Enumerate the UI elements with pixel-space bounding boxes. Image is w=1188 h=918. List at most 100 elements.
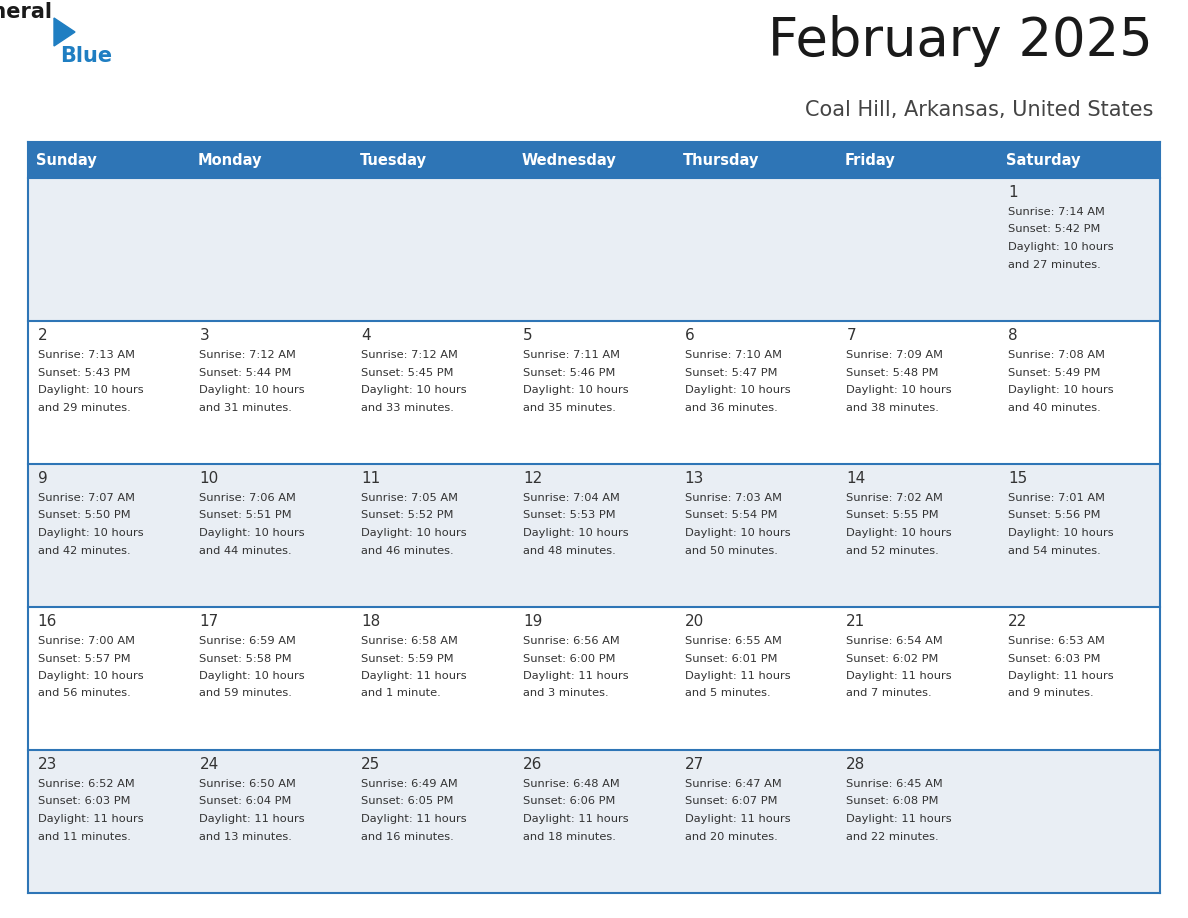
Text: Sunrise: 7:02 AM: Sunrise: 7:02 AM	[846, 493, 943, 503]
Text: and 36 minutes.: and 36 minutes.	[684, 402, 777, 412]
Text: Daylight: 11 hours: Daylight: 11 hours	[523, 671, 628, 681]
Bar	[836, 607, 998, 750]
Bar	[190, 178, 352, 321]
Text: and 9 minutes.: and 9 minutes.	[1007, 688, 1094, 699]
Text: and 33 minutes.: and 33 minutes.	[361, 402, 454, 412]
Bar	[998, 750, 1159, 893]
Text: 9: 9	[38, 471, 48, 486]
Text: Sunrise: 7:01 AM: Sunrise: 7:01 AM	[1007, 493, 1105, 503]
Text: and 29 minutes.: and 29 minutes.	[38, 402, 131, 412]
Text: 2: 2	[38, 328, 48, 343]
Text: 14: 14	[846, 471, 866, 486]
Text: Sunday: Sunday	[36, 152, 97, 167]
Text: Daylight: 10 hours: Daylight: 10 hours	[38, 528, 144, 538]
Bar	[190, 321, 352, 464]
Text: Daylight: 10 hours: Daylight: 10 hours	[200, 528, 305, 538]
Text: 19: 19	[523, 614, 542, 629]
Bar	[998, 321, 1159, 464]
Bar	[513, 750, 675, 893]
Text: Monday: Monday	[197, 152, 263, 167]
Bar	[836, 750, 998, 893]
Text: Sunrise: 6:49 AM: Sunrise: 6:49 AM	[361, 779, 457, 789]
Text: 5: 5	[523, 328, 532, 343]
Text: Daylight: 10 hours: Daylight: 10 hours	[523, 385, 628, 395]
Bar	[190, 607, 352, 750]
Text: Wednesday: Wednesday	[522, 152, 617, 167]
Bar	[29, 178, 190, 321]
Text: Sunrise: 7:14 AM: Sunrise: 7:14 AM	[1007, 207, 1105, 217]
Bar	[836, 321, 998, 464]
Text: 16: 16	[38, 614, 57, 629]
Text: and 56 minutes.: and 56 minutes.	[38, 688, 131, 699]
Text: Sunrise: 7:00 AM: Sunrise: 7:00 AM	[38, 636, 134, 646]
Text: and 7 minutes.: and 7 minutes.	[846, 688, 931, 699]
Text: Daylight: 10 hours: Daylight: 10 hours	[1007, 242, 1113, 252]
Text: 11: 11	[361, 471, 380, 486]
Text: Sunset: 6:08 PM: Sunset: 6:08 PM	[846, 797, 939, 807]
Bar	[190, 142, 352, 178]
Text: Sunrise: 6:48 AM: Sunrise: 6:48 AM	[523, 779, 620, 789]
Text: and 35 minutes.: and 35 minutes.	[523, 402, 615, 412]
Bar	[675, 750, 836, 893]
Bar	[836, 178, 998, 321]
Text: 12: 12	[523, 471, 542, 486]
Bar	[352, 464, 513, 607]
Text: and 44 minutes.: and 44 minutes.	[200, 545, 292, 555]
Text: and 46 minutes.: and 46 minutes.	[361, 545, 454, 555]
Text: 13: 13	[684, 471, 704, 486]
Bar	[352, 321, 513, 464]
Text: 25: 25	[361, 757, 380, 772]
Bar	[352, 142, 513, 178]
Text: Sunrise: 7:09 AM: Sunrise: 7:09 AM	[846, 350, 943, 360]
Text: and 48 minutes.: and 48 minutes.	[523, 545, 615, 555]
Text: 20: 20	[684, 614, 703, 629]
Text: Sunset: 6:03 PM: Sunset: 6:03 PM	[1007, 654, 1100, 664]
Text: Sunrise: 7:12 AM: Sunrise: 7:12 AM	[200, 350, 296, 360]
Bar	[352, 178, 513, 321]
Text: 17: 17	[200, 614, 219, 629]
Bar	[29, 321, 190, 464]
Text: 23: 23	[38, 757, 57, 772]
Text: Daylight: 11 hours: Daylight: 11 hours	[1007, 671, 1113, 681]
Text: Sunrise: 7:12 AM: Sunrise: 7:12 AM	[361, 350, 459, 360]
Text: General: General	[0, 2, 52, 22]
Text: Sunrise: 6:52 AM: Sunrise: 6:52 AM	[38, 779, 134, 789]
Text: Sunset: 5:54 PM: Sunset: 5:54 PM	[684, 510, 777, 521]
Text: Sunrise: 6:53 AM: Sunrise: 6:53 AM	[1007, 636, 1105, 646]
Text: Daylight: 10 hours: Daylight: 10 hours	[1007, 528, 1113, 538]
Text: Sunset: 6:01 PM: Sunset: 6:01 PM	[684, 654, 777, 664]
Text: Sunrise: 7:08 AM: Sunrise: 7:08 AM	[1007, 350, 1105, 360]
Text: and 31 minutes.: and 31 minutes.	[200, 402, 292, 412]
Text: Daylight: 10 hours: Daylight: 10 hours	[200, 385, 305, 395]
Bar	[190, 464, 352, 607]
Text: Sunset: 5:48 PM: Sunset: 5:48 PM	[846, 367, 939, 377]
Bar	[675, 321, 836, 464]
Bar	[998, 142, 1159, 178]
Text: Daylight: 10 hours: Daylight: 10 hours	[846, 385, 952, 395]
Text: Sunset: 5:52 PM: Sunset: 5:52 PM	[361, 510, 454, 521]
Text: and 59 minutes.: and 59 minutes.	[200, 688, 292, 699]
Text: Sunset: 6:04 PM: Sunset: 6:04 PM	[200, 797, 292, 807]
Text: Sunset: 5:56 PM: Sunset: 5:56 PM	[1007, 510, 1100, 521]
Text: Sunset: 5:59 PM: Sunset: 5:59 PM	[361, 654, 454, 664]
Text: and 1 minute.: and 1 minute.	[361, 688, 441, 699]
Text: Sunset: 5:58 PM: Sunset: 5:58 PM	[200, 654, 292, 664]
Bar	[836, 464, 998, 607]
Text: Daylight: 11 hours: Daylight: 11 hours	[684, 671, 790, 681]
Text: Sunrise: 7:13 AM: Sunrise: 7:13 AM	[38, 350, 134, 360]
Bar	[29, 607, 190, 750]
Text: Daylight: 11 hours: Daylight: 11 hours	[200, 814, 305, 824]
Text: and 54 minutes.: and 54 minutes.	[1007, 545, 1101, 555]
Bar	[29, 142, 190, 178]
Text: 28: 28	[846, 757, 866, 772]
Text: and 42 minutes.: and 42 minutes.	[38, 545, 131, 555]
Text: Sunrise: 6:47 AM: Sunrise: 6:47 AM	[684, 779, 782, 789]
Bar	[513, 178, 675, 321]
Text: Daylight: 10 hours: Daylight: 10 hours	[1007, 385, 1113, 395]
Text: Daylight: 10 hours: Daylight: 10 hours	[523, 528, 628, 538]
Text: Sunrise: 7:10 AM: Sunrise: 7:10 AM	[684, 350, 782, 360]
Text: Sunset: 6:03 PM: Sunset: 6:03 PM	[38, 797, 131, 807]
Text: Sunrise: 6:50 AM: Sunrise: 6:50 AM	[200, 779, 296, 789]
Text: Daylight: 11 hours: Daylight: 11 hours	[361, 671, 467, 681]
Text: Sunset: 5:43 PM: Sunset: 5:43 PM	[38, 367, 131, 377]
